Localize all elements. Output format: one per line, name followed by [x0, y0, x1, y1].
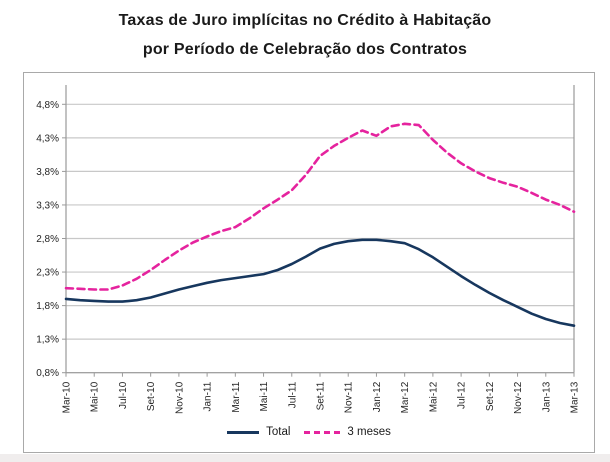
chart-legend: Total 3 meses	[24, 426, 594, 438]
x-axis-label: Nov-11	[344, 381, 355, 413]
x-axis-label: Jul-11	[287, 381, 298, 408]
x-axis-label: Mar-13	[570, 381, 581, 413]
chart-title-line1: Taxas de Juro implícitas no Crédito à Ha…	[118, 12, 492, 29]
legend-label-total: Total	[266, 426, 291, 438]
tres-meses-line	[64, 122, 576, 291]
y-axis-label: 3,3%	[36, 200, 59, 211]
x-axis-label: Jan-12	[372, 381, 383, 412]
page-bottom-strip	[0, 454, 610, 462]
x-axis-label: Jul-10	[118, 381, 129, 409]
total-line-swatch-icon	[227, 430, 260, 434]
y-axis-label: 2,8%	[36, 234, 59, 245]
y-axis-label: 4,3%	[36, 133, 59, 144]
x-axis-label: Nov-12	[513, 381, 524, 414]
x-axis-label: Set-10	[146, 381, 157, 411]
x-axis-label: Mar-10	[62, 381, 73, 413]
x-axis-label: Mai-10	[90, 381, 101, 412]
x-axis-label: Jul-12	[457, 381, 468, 409]
tres-meses-line-swatch-icon	[304, 430, 341, 434]
y-axis-label: 1,8%	[36, 301, 59, 312]
x-axis-label: Mar-11	[231, 381, 242, 412]
chart-title-line2: por Período de Celebração dos Contratos	[142, 41, 468, 58]
x-axis-label: Jan-13	[541, 381, 552, 412]
legend-label-3-meses: 3 meses	[347, 426, 391, 438]
x-axis-label: Set-12	[485, 381, 496, 411]
chart-title: Taxas de Juro implícitas no Crédito à Ha…	[0, 6, 610, 64]
legend-item-3-meses: 3 meses	[304, 426, 391, 438]
y-axis-label: 1,3%	[36, 335, 59, 346]
x-axis-label: Jan-11	[203, 381, 214, 411]
chart-svg: 4,8%4,3%3,8%3,3%2,8%2,3%1,8%1,3%0,8%Mar-…	[36, 85, 581, 414]
chart-area: 4,8% 4,3% 3,8% 3,3% 2,8% 2,3% 1,8% 1,3% 0,8% Mar-…	[23, 72, 595, 453]
x-axis-label: Mar-12	[400, 381, 411, 413]
legend-item-total: Total	[227, 426, 290, 438]
total-line	[64, 238, 576, 327]
x-axis-label: Nov-10	[174, 381, 185, 414]
y-axis-label: 2,3%	[36, 268, 59, 279]
y-axis-label: 0,8%	[36, 368, 59, 379]
x-axis-label: Mai-11	[259, 381, 270, 411]
y-axis-label: 4,8%	[36, 100, 59, 111]
x-axis-label: Mai-12	[428, 381, 439, 412]
x-axis-label: Set-11	[316, 381, 327, 410]
y-axis-label: 3,8%	[36, 167, 59, 178]
